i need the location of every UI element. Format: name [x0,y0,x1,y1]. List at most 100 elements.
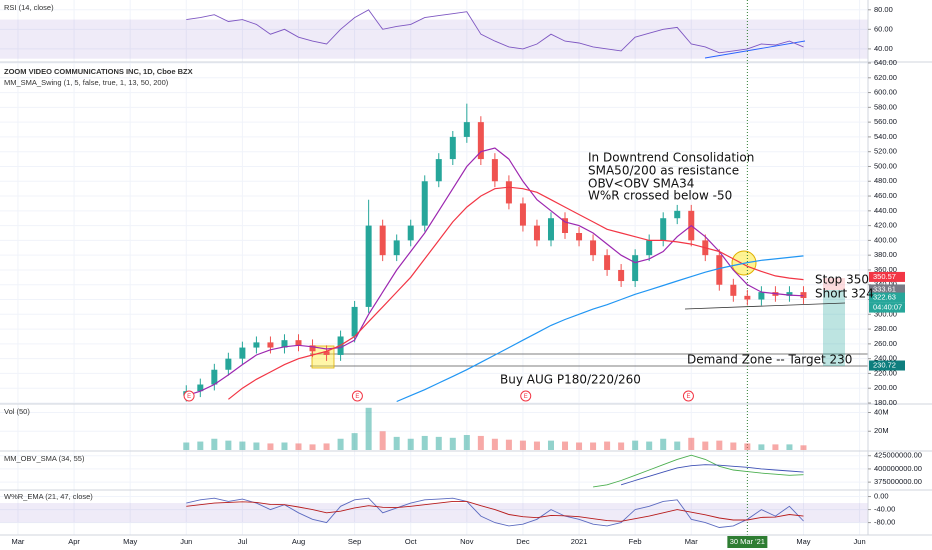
earnings-label: E [686,394,690,400]
volume-bar [547,440,554,450]
volume-bar [239,441,246,450]
earnings-label: E [524,394,528,400]
price-label-bg [869,360,905,371]
price-label: 333.61 [873,284,896,293]
stop-zone [823,278,845,290]
candle-body [351,306,358,337]
band [0,503,868,523]
candle-body [547,218,554,241]
ma-line [396,255,804,403]
y-tick-label: 400.00 [874,235,897,244]
candle-body [463,122,470,137]
ma-line [228,186,804,400]
candle-body [211,369,218,385]
candle-body [295,340,302,346]
y-tick-label: 560.00 [874,117,897,126]
candle-body [365,225,372,307]
y-tick-label: 240.00 [874,354,897,363]
price-label-bg [869,292,905,303]
y-tick-label: 60.00 [874,24,893,33]
x-tick-label: Oct [405,537,418,546]
y-tick-label: 400000000.00 [874,464,922,473]
y-tick-label: -40.00 [874,505,895,514]
y-tick-label: 260.00 [874,339,897,348]
candle-body [562,218,569,233]
y-tick-label: -80.00 [874,518,895,527]
candle-body [632,255,639,282]
volume-bar [660,438,667,450]
candle-body [730,284,737,296]
chart-subtitle: MM_SMA_Swing (1, 5, false, true, 1, 13, … [4,78,169,87]
chart-title: ZOOM VIDEO COMMUNICATIONS INC, 1D, Cboe … [4,67,193,76]
candle-body [407,225,414,241]
candle-body [253,342,260,348]
volume-bar [337,438,344,450]
x-tick-label: Jul [238,537,248,546]
rsi-trendline [704,40,806,59]
annotation: Demand Zone -- Target 230 [687,353,852,367]
volume-bar [505,439,512,450]
y-tick-label: 520.00 [874,147,897,156]
volume-bar [211,438,218,450]
x-tick-label: Aug [292,537,305,546]
y-tick-label: 40M [874,407,889,416]
volume-bar [632,440,639,450]
volume-bar [730,442,737,450]
countdown: 04:40:07 [873,303,902,312]
candle-body [618,269,625,282]
rsi-legend: RSI (14, close) [4,3,54,12]
volume-bar [449,437,456,450]
earnings-label: E [187,394,191,400]
volume-bar [253,442,260,450]
volume-bar [716,440,723,450]
x-tick-label: Jun [854,537,866,546]
volume-legend: Vol (50) [4,407,30,416]
volume-bar [702,441,709,450]
volume-bar [435,436,442,450]
y-tick-label: 460.00 [874,191,897,200]
volume-bar [183,442,190,450]
grid [0,0,868,535]
y-tick-label: 80.00 [874,5,893,14]
volume-bar [800,445,807,450]
candle-body [477,122,484,160]
y-tick-label: 640.00 [874,58,897,67]
volume-bar [365,407,372,450]
volume-bar [562,441,569,450]
volume-bar [351,433,358,450]
volume-bar [393,436,400,450]
candle-body [393,240,400,256]
y-tick-label: 600.00 [874,88,897,97]
volume-bar [590,442,597,450]
x-tick-label: Jun [180,537,192,546]
volume-bar [744,443,751,450]
volume-bar [533,441,540,450]
volume-bar [491,438,498,450]
earnings-marker [183,390,195,402]
candle-body [239,347,246,359]
volume-bar [519,440,526,450]
y-tick-label: 180.00 [874,398,897,407]
countdown-bg [869,302,905,313]
volume-bar [477,435,484,450]
earnings-marker [682,390,694,402]
candle-body [197,384,204,392]
candle-body [800,292,807,299]
candle-body [449,136,456,160]
price-label: 230.72 [873,360,896,369]
candle-body [267,342,274,348]
y-tick-label: 420.00 [874,221,897,230]
candle-body [281,340,288,348]
wr-legend: W%R_EMA (21, 47, close) [4,492,93,501]
candle-body [716,255,723,285]
axes: Mar Apr May Jun Jul Aug Sep Oct Nov Dec 2021 Feb Mar… [11,5,922,548]
x-tick-label: Feb [629,537,642,546]
rsi-line [186,9,804,54]
volume-bar [758,444,765,450]
volume-bar [323,443,330,450]
volume-bar [618,442,625,450]
earnings-label: E [355,394,359,400]
